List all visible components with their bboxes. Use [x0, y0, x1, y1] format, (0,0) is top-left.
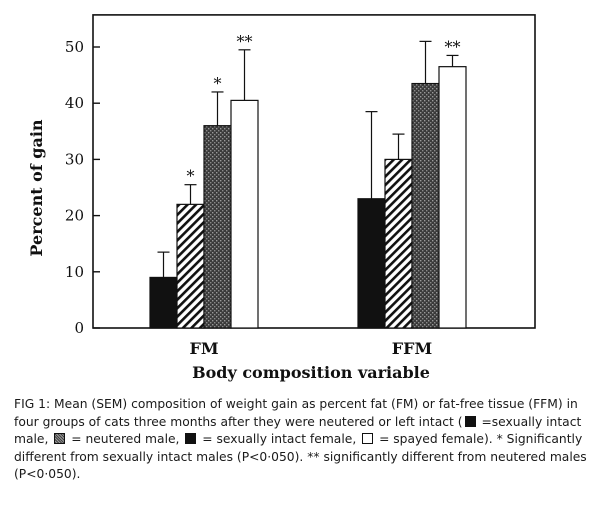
- significance-marker: *: [187, 167, 195, 186]
- legend-swatch-white-icon: [362, 433, 374, 444]
- bars: **** **: [149, 32, 467, 329]
- significance-marker: *: [214, 74, 222, 93]
- caption-text-4: = sexually intact female,: [198, 432, 361, 446]
- legend-swatch-dotted-icon: [54, 433, 66, 444]
- y-tick-label: 10: [65, 263, 84, 281]
- bar-black: [357, 198, 386, 329]
- bar-stippled: [203, 125, 232, 329]
- legend-swatch-black-icon: [185, 433, 197, 444]
- caption-text-5: = spayed female). * Significantly differ…: [14, 432, 587, 481]
- caption-text-2: =sexually intact male,: [14, 414, 582, 447]
- legend-swatch-black-icon: [464, 415, 476, 427]
- y-tick-label: 50: [65, 38, 84, 56]
- bar-hatched: [176, 203, 205, 329]
- x-tick-label: FM: [189, 339, 218, 358]
- significance-marker: **: [237, 32, 253, 51]
- significance-marker: **: [445, 37, 461, 56]
- bar-white: [438, 66, 467, 329]
- caption-text-1: FIG 1: Mean (SEM) composition of weight …: [14, 397, 578, 429]
- plot-frame: [92, 14, 536, 329]
- y-tick-label: 0: [74, 319, 84, 337]
- x-axis-title: Body composition variable: [192, 363, 430, 382]
- caption-text-3: = neutered male,: [67, 432, 184, 446]
- bar-stippled: [411, 82, 440, 329]
- y-tick-label: 40: [65, 94, 84, 112]
- y-tick-label: 20: [65, 207, 84, 225]
- axes: 0 10 20 30 40 50 FM FFM: [65, 14, 536, 358]
- bar-hatched: [384, 158, 413, 329]
- y-axis-title: Percent of gain: [27, 119, 46, 256]
- y-tick-label: 30: [65, 150, 84, 168]
- figure-caption: FIG 1: Mean (SEM) composition of weight …: [14, 396, 590, 484]
- bar-black: [149, 276, 178, 329]
- bar-white: [230, 99, 259, 329]
- x-tick-label: FFM: [392, 339, 432, 358]
